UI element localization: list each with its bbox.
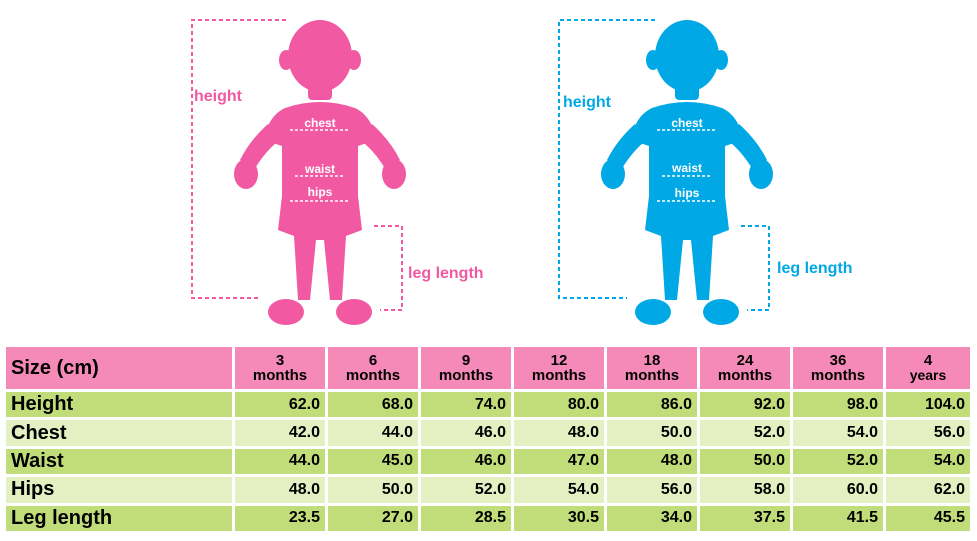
- column-header-number: 36: [829, 352, 847, 369]
- baby-icon: [601, 20, 773, 325]
- row-label: Height: [6, 392, 232, 418]
- table-cell: 46.0: [421, 448, 511, 475]
- table-row-leg-length: Leg length 23.5 27.0 28.5 30.5 34.0 37.5…: [6, 505, 970, 531]
- height-label: height: [563, 94, 612, 111]
- waist-label: waist: [304, 162, 335, 176]
- table-cell: 45.0: [328, 448, 418, 475]
- height-label: height: [194, 88, 243, 105]
- waist-label: waist: [671, 161, 702, 175]
- table-cell: 58.0: [700, 477, 790, 503]
- table-cell: 68.0: [328, 392, 418, 418]
- table-cell: 54.0: [886, 448, 970, 475]
- chest-label: chest: [304, 116, 335, 130]
- column-header: 36 months: [793, 347, 883, 389]
- row-label: Leg length: [6, 505, 232, 531]
- table-cell: 62.0: [235, 392, 325, 418]
- table-cell: 86.0: [607, 392, 697, 418]
- baby-icon: [234, 20, 406, 325]
- table-cell: 52.0: [700, 420, 790, 446]
- table-cell: 44.0: [328, 420, 418, 446]
- row-label: Waist: [6, 448, 232, 475]
- table-cell: 42.0: [235, 420, 325, 446]
- column-header-number: 6: [368, 352, 378, 369]
- table-cell: 34.0: [607, 505, 697, 531]
- table-cell: 54.0: [793, 420, 883, 446]
- table-cell: 52.0: [793, 448, 883, 475]
- boy-measurement-figure: height chest waist hips leg length: [547, 0, 877, 335]
- table-cell: 28.5: [421, 505, 511, 531]
- leg-length-label: leg length: [777, 260, 853, 277]
- table-cell: 74.0: [421, 392, 511, 418]
- table-cell: 62.0: [886, 477, 970, 503]
- column-header-unit: months: [252, 367, 308, 384]
- table-cell: 56.0: [607, 477, 697, 503]
- pink-baby-silhouette: height chest waist hips leg length: [191, 19, 484, 325]
- blue-baby-silhouette: height chest waist hips leg length: [558, 19, 853, 325]
- row-label: Chest: [6, 420, 232, 446]
- size-chart-table: Size (cm) 3 months 6 months 9 months 12 mont…: [3, 344, 973, 534]
- table-row-chest: Chest 42.0 44.0 46.0 48.0 50.0 52.0 54.0…: [6, 420, 970, 446]
- column-header-unit: months: [810, 367, 866, 384]
- table-cell: 41.5: [793, 505, 883, 531]
- table-cell: 47.0: [514, 448, 604, 475]
- table-row-hips: Hips 48.0 50.0 52.0 54.0 56.0 58.0 60.0 …: [6, 477, 970, 503]
- table-cell: 37.5: [700, 505, 790, 531]
- column-header-unit: months: [717, 367, 773, 384]
- column-header-number: 12: [550, 352, 568, 369]
- table-cell: 92.0: [700, 392, 790, 418]
- column-header: 4 years: [886, 347, 970, 389]
- column-header: 24 months: [700, 347, 790, 389]
- table-cell: 98.0: [793, 392, 883, 418]
- column-header: 6 months: [328, 347, 418, 389]
- table-cell: 23.5: [235, 505, 325, 531]
- table-cell: 56.0: [886, 420, 970, 446]
- column-header-unit: months: [531, 367, 587, 384]
- table-cell: 52.0: [421, 477, 511, 503]
- table-cell: 50.0: [700, 448, 790, 475]
- table-cell: 50.0: [607, 420, 697, 446]
- table-cell: 46.0: [421, 420, 511, 446]
- column-header-number: 4: [923, 352, 933, 369]
- table-cell: 44.0: [235, 448, 325, 475]
- leg-length-label: leg length: [408, 265, 484, 282]
- table-row-height: Height 62.0 68.0 74.0 80.0 86.0 92.0 98.…: [6, 392, 970, 418]
- table-cell: 50.0: [328, 477, 418, 503]
- column-header: 18 months: [607, 347, 697, 389]
- column-header-number: 3: [275, 352, 285, 369]
- hips-label: hips: [308, 185, 333, 199]
- table-cell: 48.0: [235, 477, 325, 503]
- table-cell: 48.0: [514, 420, 604, 446]
- column-header: 9 months: [421, 347, 511, 389]
- girl-measurement-figure: height chest waist hips leg length: [180, 0, 510, 335]
- table-cell: 27.0: [328, 505, 418, 531]
- column-header-unit: months: [438, 367, 494, 384]
- column-header-unit: months: [345, 367, 401, 384]
- column-header-number: 9: [461, 352, 471, 369]
- row-label: Hips: [6, 477, 232, 503]
- chest-label: chest: [671, 116, 702, 130]
- column-header-unit: months: [624, 367, 680, 384]
- table-cell: 30.5: [514, 505, 604, 531]
- hips-label: hips: [675, 186, 700, 200]
- column-header-number: 18: [643, 352, 661, 369]
- table-row-waist: Waist 44.0 45.0 46.0 47.0 48.0 50.0 52.0…: [6, 448, 970, 475]
- table-cell: 80.0: [514, 392, 604, 418]
- table-header-row: Size (cm) 3 months 6 months 9 months 12 mont…: [6, 347, 970, 389]
- table-cell: 54.0: [514, 477, 604, 503]
- column-header: 3 months: [235, 347, 325, 389]
- column-header-unit: years: [909, 367, 947, 383]
- column-header-number: 24: [736, 352, 754, 369]
- size-cm-header: Size (cm): [6, 347, 232, 389]
- column-header: 12 months: [514, 347, 604, 389]
- table-cell: 104.0: [886, 392, 970, 418]
- table-cell: 48.0: [607, 448, 697, 475]
- table-cell: 60.0: [793, 477, 883, 503]
- table-cell: 45.5: [886, 505, 970, 531]
